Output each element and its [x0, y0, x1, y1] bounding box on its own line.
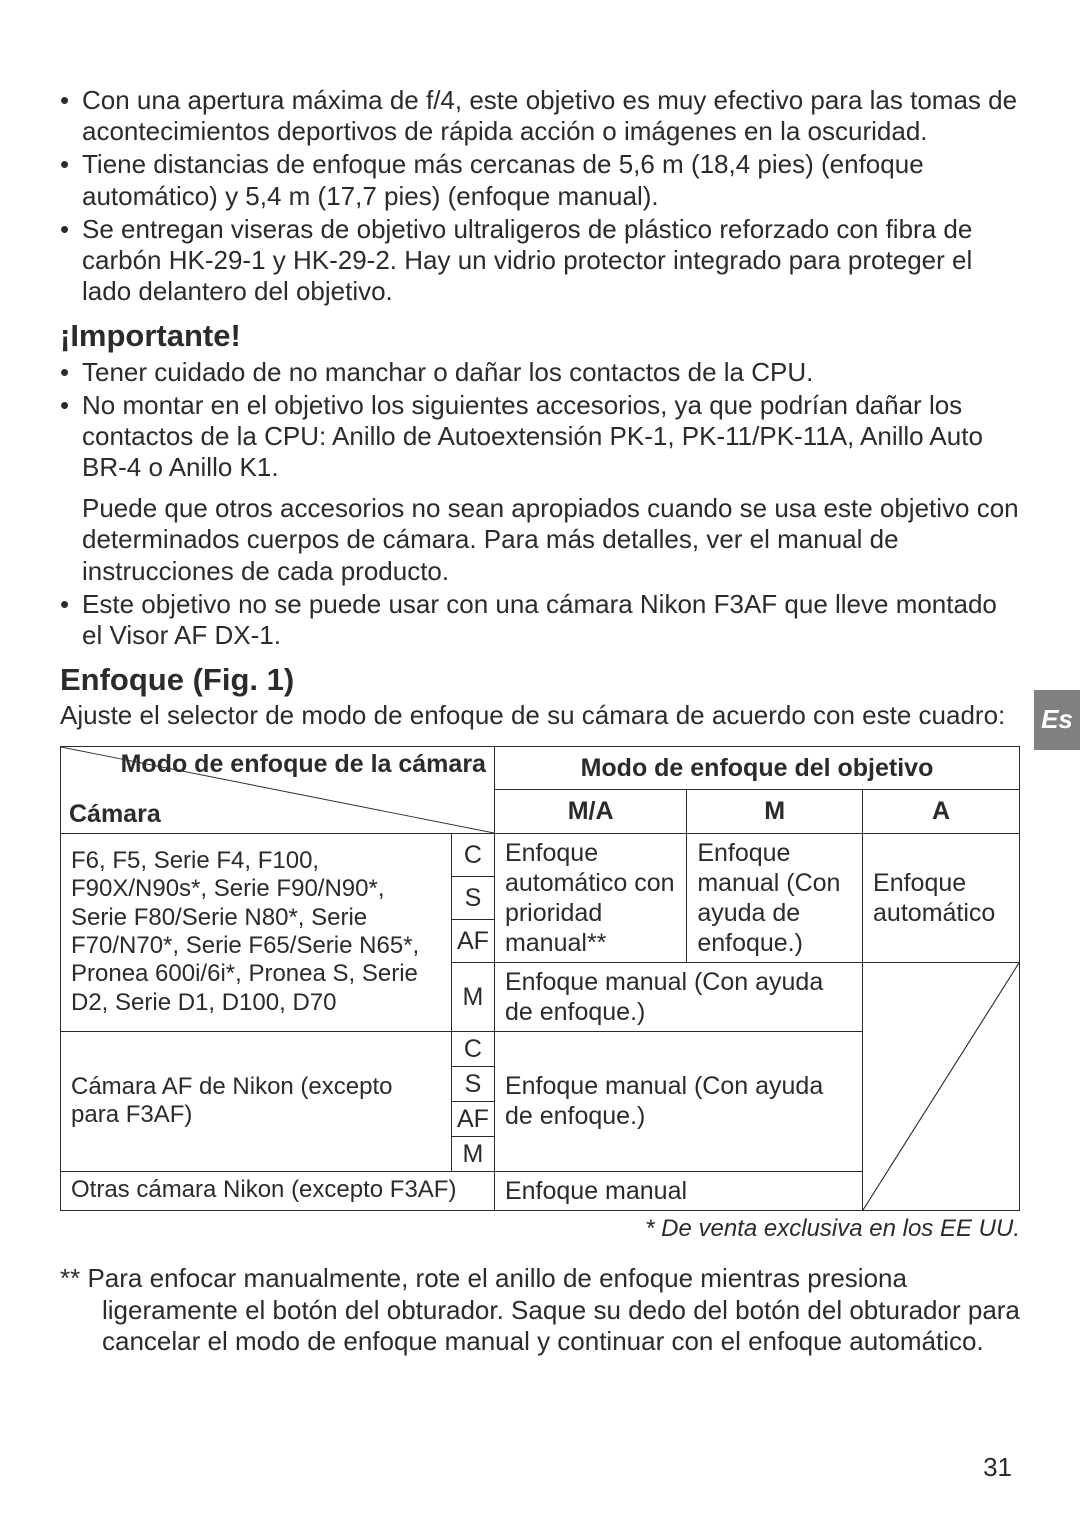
col-m: M: [687, 790, 863, 834]
important-bullets-2: Este objetivo no se puede usar con una c…: [60, 589, 1020, 651]
lens-mode-header: Modo de enfoque del objetivo: [494, 746, 1019, 790]
manual-page: Es Con una apertura máxima de f/4, este …: [0, 0, 1080, 1523]
focus-table: Modo de enfoque de la cámara Cámara Modo…: [60, 746, 1020, 1211]
important-bullet: Tener cuidado de no manchar o dañar los …: [60, 357, 1020, 388]
important-sub-paragraph: Puede que otros accesorios no sean aprop…: [60, 493, 1020, 587]
col-a: A: [863, 790, 1020, 834]
mode-c: C: [451, 1031, 494, 1066]
footnote-us-only: * De venta exclusiva en los EE UU.: [60, 1215, 1020, 1244]
mode-s: S: [451, 1066, 494, 1101]
mode-m: M: [451, 1136, 494, 1171]
feature-bullets: Con una apertura máxima de f/4, este obj…: [60, 85, 1020, 307]
important-bullet: Este objetivo no se puede usar con una c…: [60, 589, 1020, 651]
footnote-manual-focus: ** Para enfocar manualmente, rote el ani…: [60, 1263, 1020, 1357]
focus-intro: Ajuste el selector de modo de enfoque de…: [60, 700, 1020, 731]
camera-group-3: Otras cámara Nikon (excepto F3AF): [61, 1171, 495, 1210]
focus-heading: Enfoque (Fig. 1): [60, 661, 1020, 698]
cell-manual: Enfoque manual (Con ayuda de enfoque.): [494, 962, 862, 1031]
cell-ma: Enfoque automático con prioridad manual*…: [494, 833, 686, 962]
cell-manual-2: Enfoque manual (Con ayuda de enfoque.): [494, 1031, 862, 1171]
na-cell: [863, 962, 1020, 1210]
feature-bullet: Con una apertura máxima de f/4, este obj…: [60, 85, 1020, 147]
language-tab: Es: [1034, 690, 1080, 750]
mode-m: M: [451, 962, 494, 1031]
cell-a: Enfoque automático: [863, 833, 1020, 962]
camera-group-2: Cámara AF de Nikon (excepto para F3AF): [61, 1031, 452, 1171]
important-bullets: Tener cuidado de no manchar o dañar los …: [60, 357, 1020, 484]
feature-bullet: Tiene distancias de enfoque más cercanas…: [60, 149, 1020, 211]
mode-c: C: [451, 833, 494, 876]
header-camera: Cámara: [69, 799, 161, 829]
important-heading: ¡Importante!: [60, 317, 1020, 354]
mode-af: AF: [451, 919, 494, 962]
mode-af: AF: [451, 1101, 494, 1136]
cell-m: Enfoque manual (Con ayuda de enfoque.): [687, 833, 863, 962]
language-tab-label: Es: [1041, 704, 1073, 735]
header-lens-mode: Modo de enfoque de la cámara: [61, 751, 486, 779]
page-number: 31: [983, 1452, 1012, 1483]
important-bullet: No montar en el objetivo los siguientes …: [60, 390, 1020, 484]
mode-s: S: [451, 876, 494, 919]
feature-bullet: Se entregan viseras de objetivo ultralig…: [60, 214, 1020, 308]
diagonal-header-cell: Modo de enfoque de la cámara Cámara: [61, 746, 495, 833]
cell-manual-3: Enfoque manual: [494, 1171, 862, 1210]
camera-group-1: F6, F5, Serie F4, F100, F90X/N90s*, Seri…: [61, 833, 452, 1031]
col-ma: M/A: [494, 790, 686, 834]
